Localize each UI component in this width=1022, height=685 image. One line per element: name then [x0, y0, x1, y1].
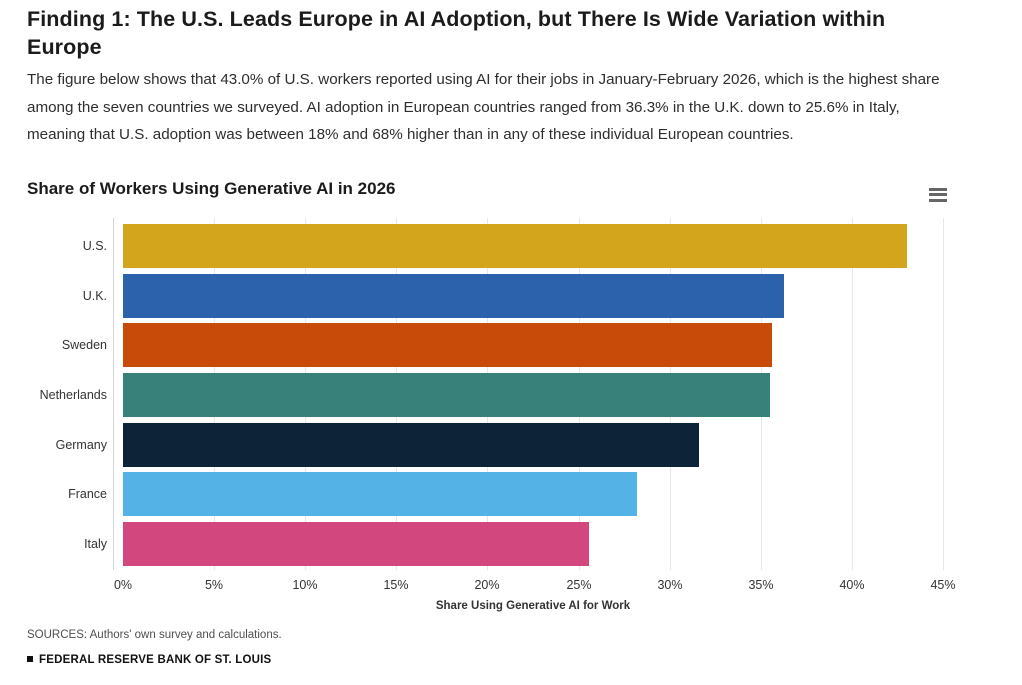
x-tick-label: 30% — [657, 578, 683, 592]
x-tick-label: 5% — [204, 578, 224, 592]
x-tick-label: 35% — [748, 578, 774, 592]
chart-context-menu-button[interactable] — [926, 184, 952, 208]
x-tick-label: 40% — [839, 578, 865, 592]
footer-brand: FEDERAL RESERVE BANK OF ST. LOUIS — [27, 654, 271, 666]
sources-note: SOURCES: Authors' own survey and calcula… — [27, 629, 282, 641]
x-tick-label: 45% — [930, 578, 956, 592]
y-category-label: Germany — [55, 438, 107, 452]
bar-us[interactable] — [123, 224, 907, 268]
page-title: Finding 1: The U.S. Leads Europe in AI A… — [27, 7, 886, 59]
x-tick-label: 15% — [383, 578, 409, 592]
y-category-label: Italy — [84, 537, 107, 551]
bar-sweden[interactable] — [123, 323, 772, 367]
y-category-label: Netherlands — [39, 388, 107, 402]
bar-chart: 0% 5% 10% 15% 20% 25% 30% 35% 40% 45% U.S. U.K. Swed… — [0, 210, 1022, 622]
gridline — [852, 218, 853, 570]
x-tick-label: 10% — [292, 578, 318, 592]
y-category-label: U.K. — [82, 289, 107, 303]
footer-brand-label: FEDERAL RESERVE BANK OF ST. LOUIS — [39, 654, 272, 666]
y-category-label: Sweden — [61, 338, 107, 352]
y-category-label: France — [68, 487, 107, 501]
bar-germany[interactable] — [123, 423, 699, 467]
x-tick-label: 20% — [474, 578, 500, 592]
x-tick-label: 0% — [113, 578, 133, 592]
chart-title: Share of Workers Using Generative AI in … — [27, 179, 396, 198]
intro-paragraph: The figure below shows that 43.0% of U.S… — [27, 71, 940, 143]
y-axis-line — [113, 218, 114, 570]
gridline — [943, 218, 944, 570]
bar-netherlands[interactable] — [123, 373, 770, 417]
bar-uk[interactable] — [123, 274, 784, 318]
bar-france[interactable] — [123, 472, 637, 516]
bar-italy[interactable] — [123, 522, 589, 566]
x-axis-title: Share Using Generative AI for Work — [435, 600, 631, 612]
y-category-label: U.S. — [82, 239, 107, 253]
x-tick-label: 25% — [566, 578, 592, 592]
square-bullet-icon — [27, 656, 33, 662]
hamburger-icon — [929, 187, 949, 202]
